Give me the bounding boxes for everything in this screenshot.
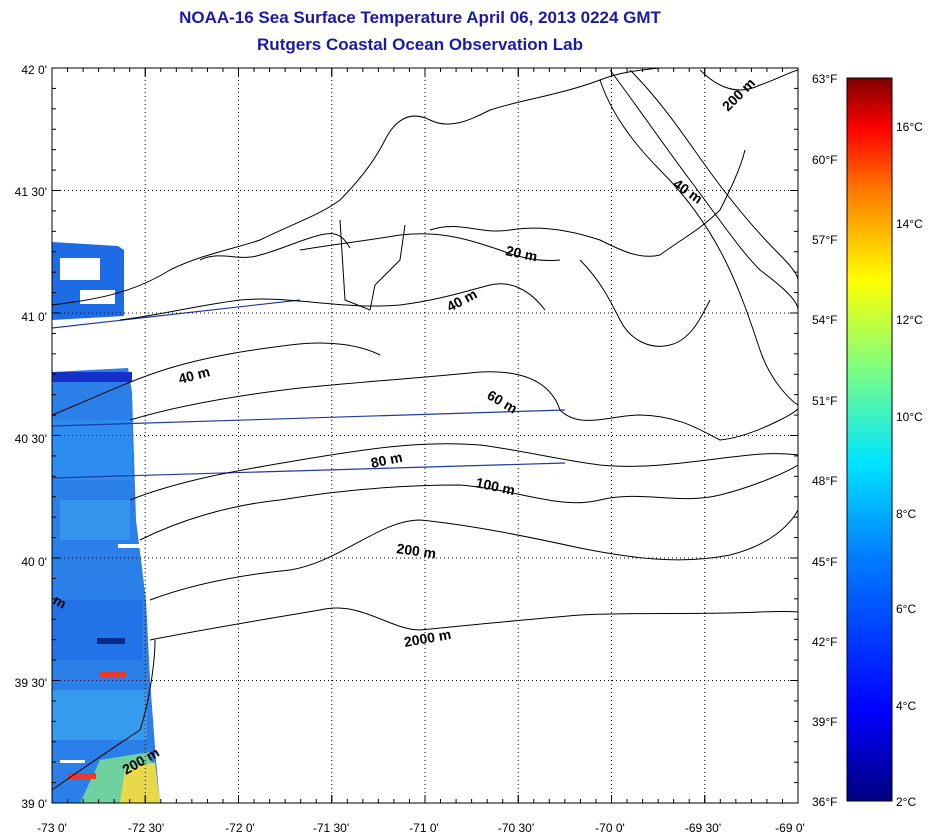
lat-label: 42 0' [21,63,47,77]
celsius-label: 16°C [896,120,923,134]
lat-label: 40 0' [21,555,47,569]
fahrenheit-label: 63°F [812,72,837,86]
track-line [51,462,566,479]
sst-white-streak [60,760,85,763]
depth-label: 80 m [369,449,404,471]
lat-label: 39 0' [21,797,47,811]
celsius-label: 2°C [896,795,916,809]
fahrenheit-label: 57°F [812,233,837,247]
contour-ne-misc [699,69,798,91]
depth-label: 40 m [444,286,480,315]
contour-40m-w [52,342,381,416]
contour-60m [129,371,798,441]
depth-labels: 200 m 40 m 20 m 40 m 40 m 60 m 80 m 100 … [51,75,759,778]
fahrenheit-label: 36°F [812,795,837,809]
sst-cold-patch [52,372,132,382]
fahrenheit-label: 42°F [812,635,837,649]
sst-patch [52,420,132,480]
longitude-labels: -73 0' -72 30' -72 0' -71 30' -71 0' -70… [37,821,805,835]
map-title: NOAA-16 Sea Surface Temperature April 06… [179,8,661,27]
lon-label: -71 30' [313,821,349,835]
lon-label: -72 0' [225,821,255,835]
lat-label: 40 30' [15,432,47,446]
fahrenheit-label: 60°F [812,153,837,167]
contour-40m-mid [119,283,546,321]
fahrenheit-scale: 63°F 60°F 57°F 54°F 51°F 48°F 45°F 42°F … [812,72,837,809]
coastline-north [52,68,661,306]
fahrenheit-label: 45°F [812,555,837,569]
sst-patch [52,690,147,740]
contour-ne-200m [609,69,798,311]
graticule [52,68,798,803]
sst-patch [60,500,130,540]
capecod-shoal [579,259,711,347]
lon-label: -73 0' [37,821,67,835]
map-subtitle: Rutgers Coastal Ocean Observation Lab [257,35,583,54]
axis-ticks [51,67,799,804]
track-line [51,299,301,329]
sst-warm-corner [120,762,160,803]
celsius-label: 4°C [896,699,916,713]
sst-red-streak [68,773,96,779]
celsius-label: 6°C [896,602,916,616]
sst-patch [52,600,142,660]
depth-label: 2000 m [403,626,453,650]
sst-swath-north [52,242,124,320]
contour-200m [149,509,798,601]
celsius-label: 12°C [896,313,923,327]
coastline-ct [199,233,351,261]
fahrenheit-label: 51°F [812,394,837,408]
track-line [51,409,566,427]
contours [52,68,798,791]
contour-2000m [149,607,798,641]
depth-label: 100 m [474,474,516,498]
coastline-ma [429,149,746,257]
contour-ne-40m [599,79,798,406]
block-island-sound [339,219,406,311]
lon-label: -70 0' [595,821,625,835]
contour-ne-100m [629,69,798,281]
lon-label: -69 30' [685,821,721,835]
contour-20m [299,233,561,261]
lat-label: 39 30' [15,676,47,690]
lon-label: -72 30' [128,821,164,835]
contour-200m-sw [52,639,156,791]
satellite-tracks [51,299,566,479]
lon-label: -70 30' [498,821,534,835]
lat-label: 41 0' [21,310,47,324]
celsius-label: 8°C [896,507,916,521]
lon-label: -71 0' [409,821,439,835]
lat-label: 41 30' [15,185,47,199]
contour-100m [139,464,798,541]
celsius-label: 14°C [896,217,923,231]
fahrenheit-label: 54°F [812,313,837,327]
sst-red-streak [100,672,126,678]
contour-80m [129,443,798,501]
depth-label: 200 m [719,75,758,114]
colorbar [846,77,893,802]
fahrenheit-label: 39°F [812,715,837,729]
celsius-scale: 16°C 14°C 12°C 10°C 8°C 6°C 4°C 2°C [896,120,923,809]
lon-label: -69 0' [775,821,805,835]
latitude-labels: 42 0' 41 30' 41 0' 40 30' 40 0' 39 30' 3… [15,63,47,811]
sst-white-streak [118,544,140,548]
depth-label: 40 m [177,363,212,387]
depth-label: 200 m [396,540,438,561]
sst-swath-gap [80,290,115,304]
celsius-label: 10°C [896,410,923,424]
depth-label: 20 m [504,242,539,264]
sst-dark-streak [97,638,125,644]
fahrenheit-label: 48°F [812,474,837,488]
sst-swath-gap [60,258,100,280]
